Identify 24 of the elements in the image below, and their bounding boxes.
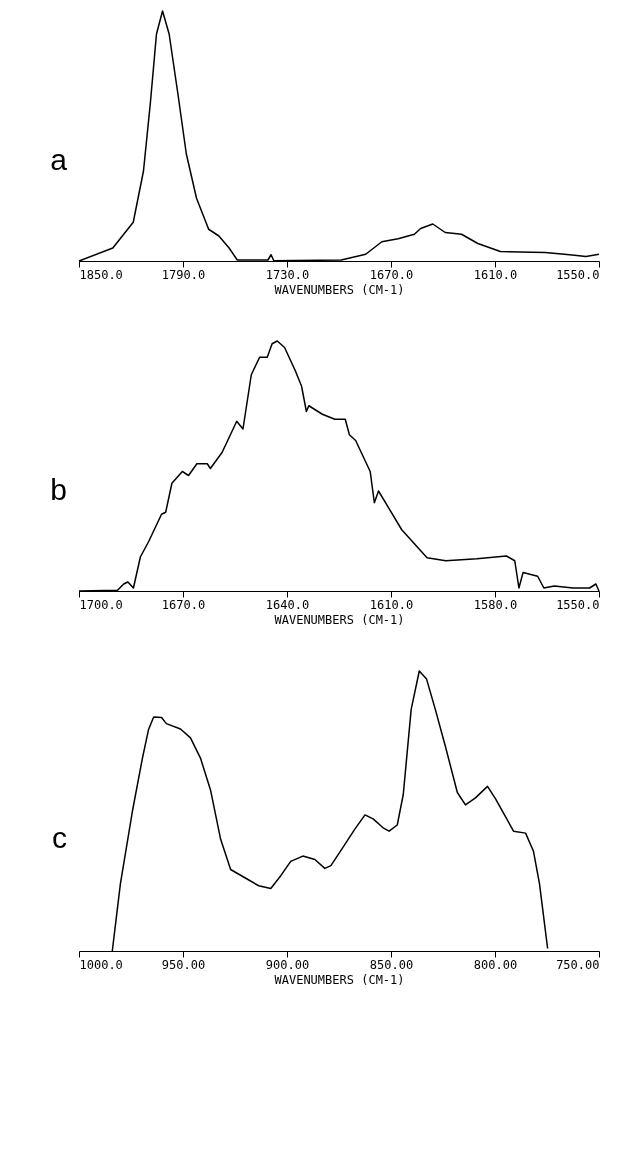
x-tick-label: 1730.0 — [265, 267, 310, 282]
x-tick-label: 1550.0 — [556, 267, 600, 282]
x-tick-label: 1580.0 — [473, 597, 518, 612]
x-tick-label: 1000.0 — [79, 957, 123, 972]
x-tick-label: 1550.0 — [556, 597, 600, 612]
x-tick-label: 750.00 — [556, 957, 600, 972]
x-tick-label: 1700.0 — [79, 597, 123, 612]
x-tick-label: 1670.0 — [161, 597, 206, 612]
x-axis-title: WAVENUMBERS (CM-1) — [274, 612, 405, 627]
text: b — [50, 473, 67, 506]
text: a — [50, 143, 68, 176]
x-tick-label: 950.00 — [161, 957, 206, 972]
x-tick-label: 1670.0 — [369, 267, 414, 282]
x-tick-label: 900.00 — [265, 957, 310, 972]
x-tick-label: 800.00 — [473, 957, 518, 972]
x-axis-title: WAVENUMBERS (CM-1) — [274, 972, 405, 987]
text: c — [52, 821, 67, 854]
x-tick-label: 850.00 — [369, 957, 414, 972]
x-axis-title: WAVENUMBERS (CM-1) — [274, 282, 405, 297]
x-tick-label: 1790.0 — [161, 267, 206, 282]
x-tick-label: 1640.0 — [265, 597, 310, 612]
x-tick-label: 1610.0 — [473, 267, 518, 282]
x-tick-label: 1610.0 — [369, 597, 414, 612]
x-tick-label: 1850.0 — [79, 267, 123, 282]
